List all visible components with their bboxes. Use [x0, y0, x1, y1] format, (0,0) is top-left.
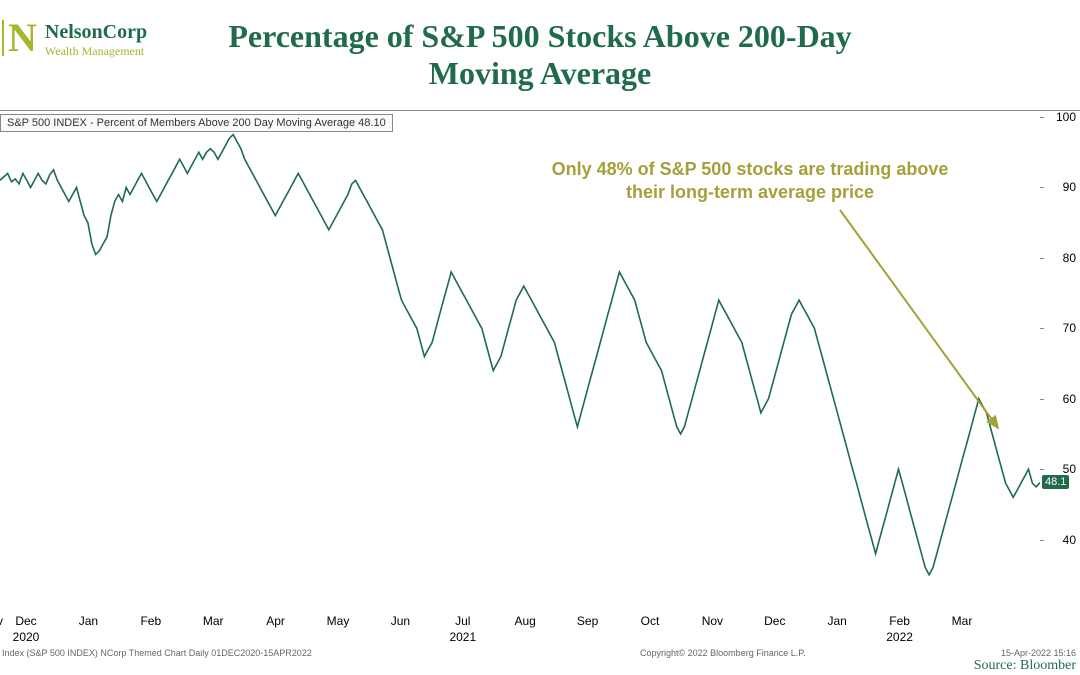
- y-tick-label: 60: [1063, 392, 1076, 406]
- y-tick-mark: [1040, 117, 1044, 118]
- x-tick-month: Jun: [391, 614, 410, 628]
- x-tick-month: Oct: [641, 614, 660, 628]
- x-tick-month: Jan: [79, 614, 98, 628]
- end-value-flag: 48.1: [1042, 475, 1069, 489]
- y-tick-label: 90: [1063, 180, 1076, 194]
- y-tick-label: 40: [1063, 533, 1076, 547]
- x-tick-month: Feb: [889, 614, 910, 628]
- x-tick-month: Feb: [140, 614, 161, 628]
- x-tick-month: Aug: [515, 614, 536, 628]
- x-tick-month: May: [327, 614, 350, 628]
- x-tick-month: Sep: [577, 614, 598, 628]
- y-tick-mark: [1040, 328, 1044, 329]
- x-tick-month: Mar: [203, 614, 224, 628]
- x-tick-year: 2021: [449, 630, 476, 644]
- footer-timestamp: 15-Apr-2022 15:16: [1001, 648, 1076, 658]
- y-tick-mark: [1040, 399, 1044, 400]
- x-tick-month: Jan: [828, 614, 847, 628]
- x-tick-month: Mar: [952, 614, 973, 628]
- y-tick-mark: [1040, 540, 1044, 541]
- x-tick-month: Dec: [15, 614, 36, 628]
- title-line2: Moving Average: [429, 55, 651, 91]
- y-tick-mark: [1040, 187, 1044, 188]
- x-tick-year: 2020: [13, 630, 40, 644]
- x-tick-year: 2022: [886, 630, 913, 644]
- chart-title: Percentage of S&P 500 Stocks Above 200-D…: [0, 18, 1080, 92]
- annotation-text: Only 48% of S&P 500 stocks are trading a…: [520, 158, 980, 203]
- y-tick-mark: [1040, 469, 1044, 470]
- x-tick-month: Apr: [266, 614, 285, 628]
- footer-left: Index (S&P 500 INDEX) NCorp Themed Chart…: [2, 648, 312, 658]
- annotation-line2: their long-term average price: [626, 182, 874, 202]
- y-tick-label: 50: [1063, 462, 1076, 476]
- title-line1: Percentage of S&P 500 Stocks Above 200-D…: [228, 18, 851, 54]
- y-tick-label: 80: [1063, 251, 1076, 265]
- y-tick-mark: [1040, 258, 1044, 259]
- x-tick-month: Jul: [455, 614, 470, 628]
- annotation-line1: Only 48% of S&P 500 stocks are trading a…: [552, 159, 949, 179]
- x-tick-month: Nov: [702, 614, 723, 628]
- y-tick-label: 100: [1056, 110, 1076, 124]
- x-tick-month: v: [0, 614, 3, 628]
- x-tick-month: Dec: [764, 614, 785, 628]
- y-tick-label: 70: [1063, 321, 1076, 335]
- footer-copyright: Copyright© 2022 Bloomberg Finance L.P.: [640, 648, 806, 658]
- source-label: Source: Bloomber: [974, 658, 1076, 674]
